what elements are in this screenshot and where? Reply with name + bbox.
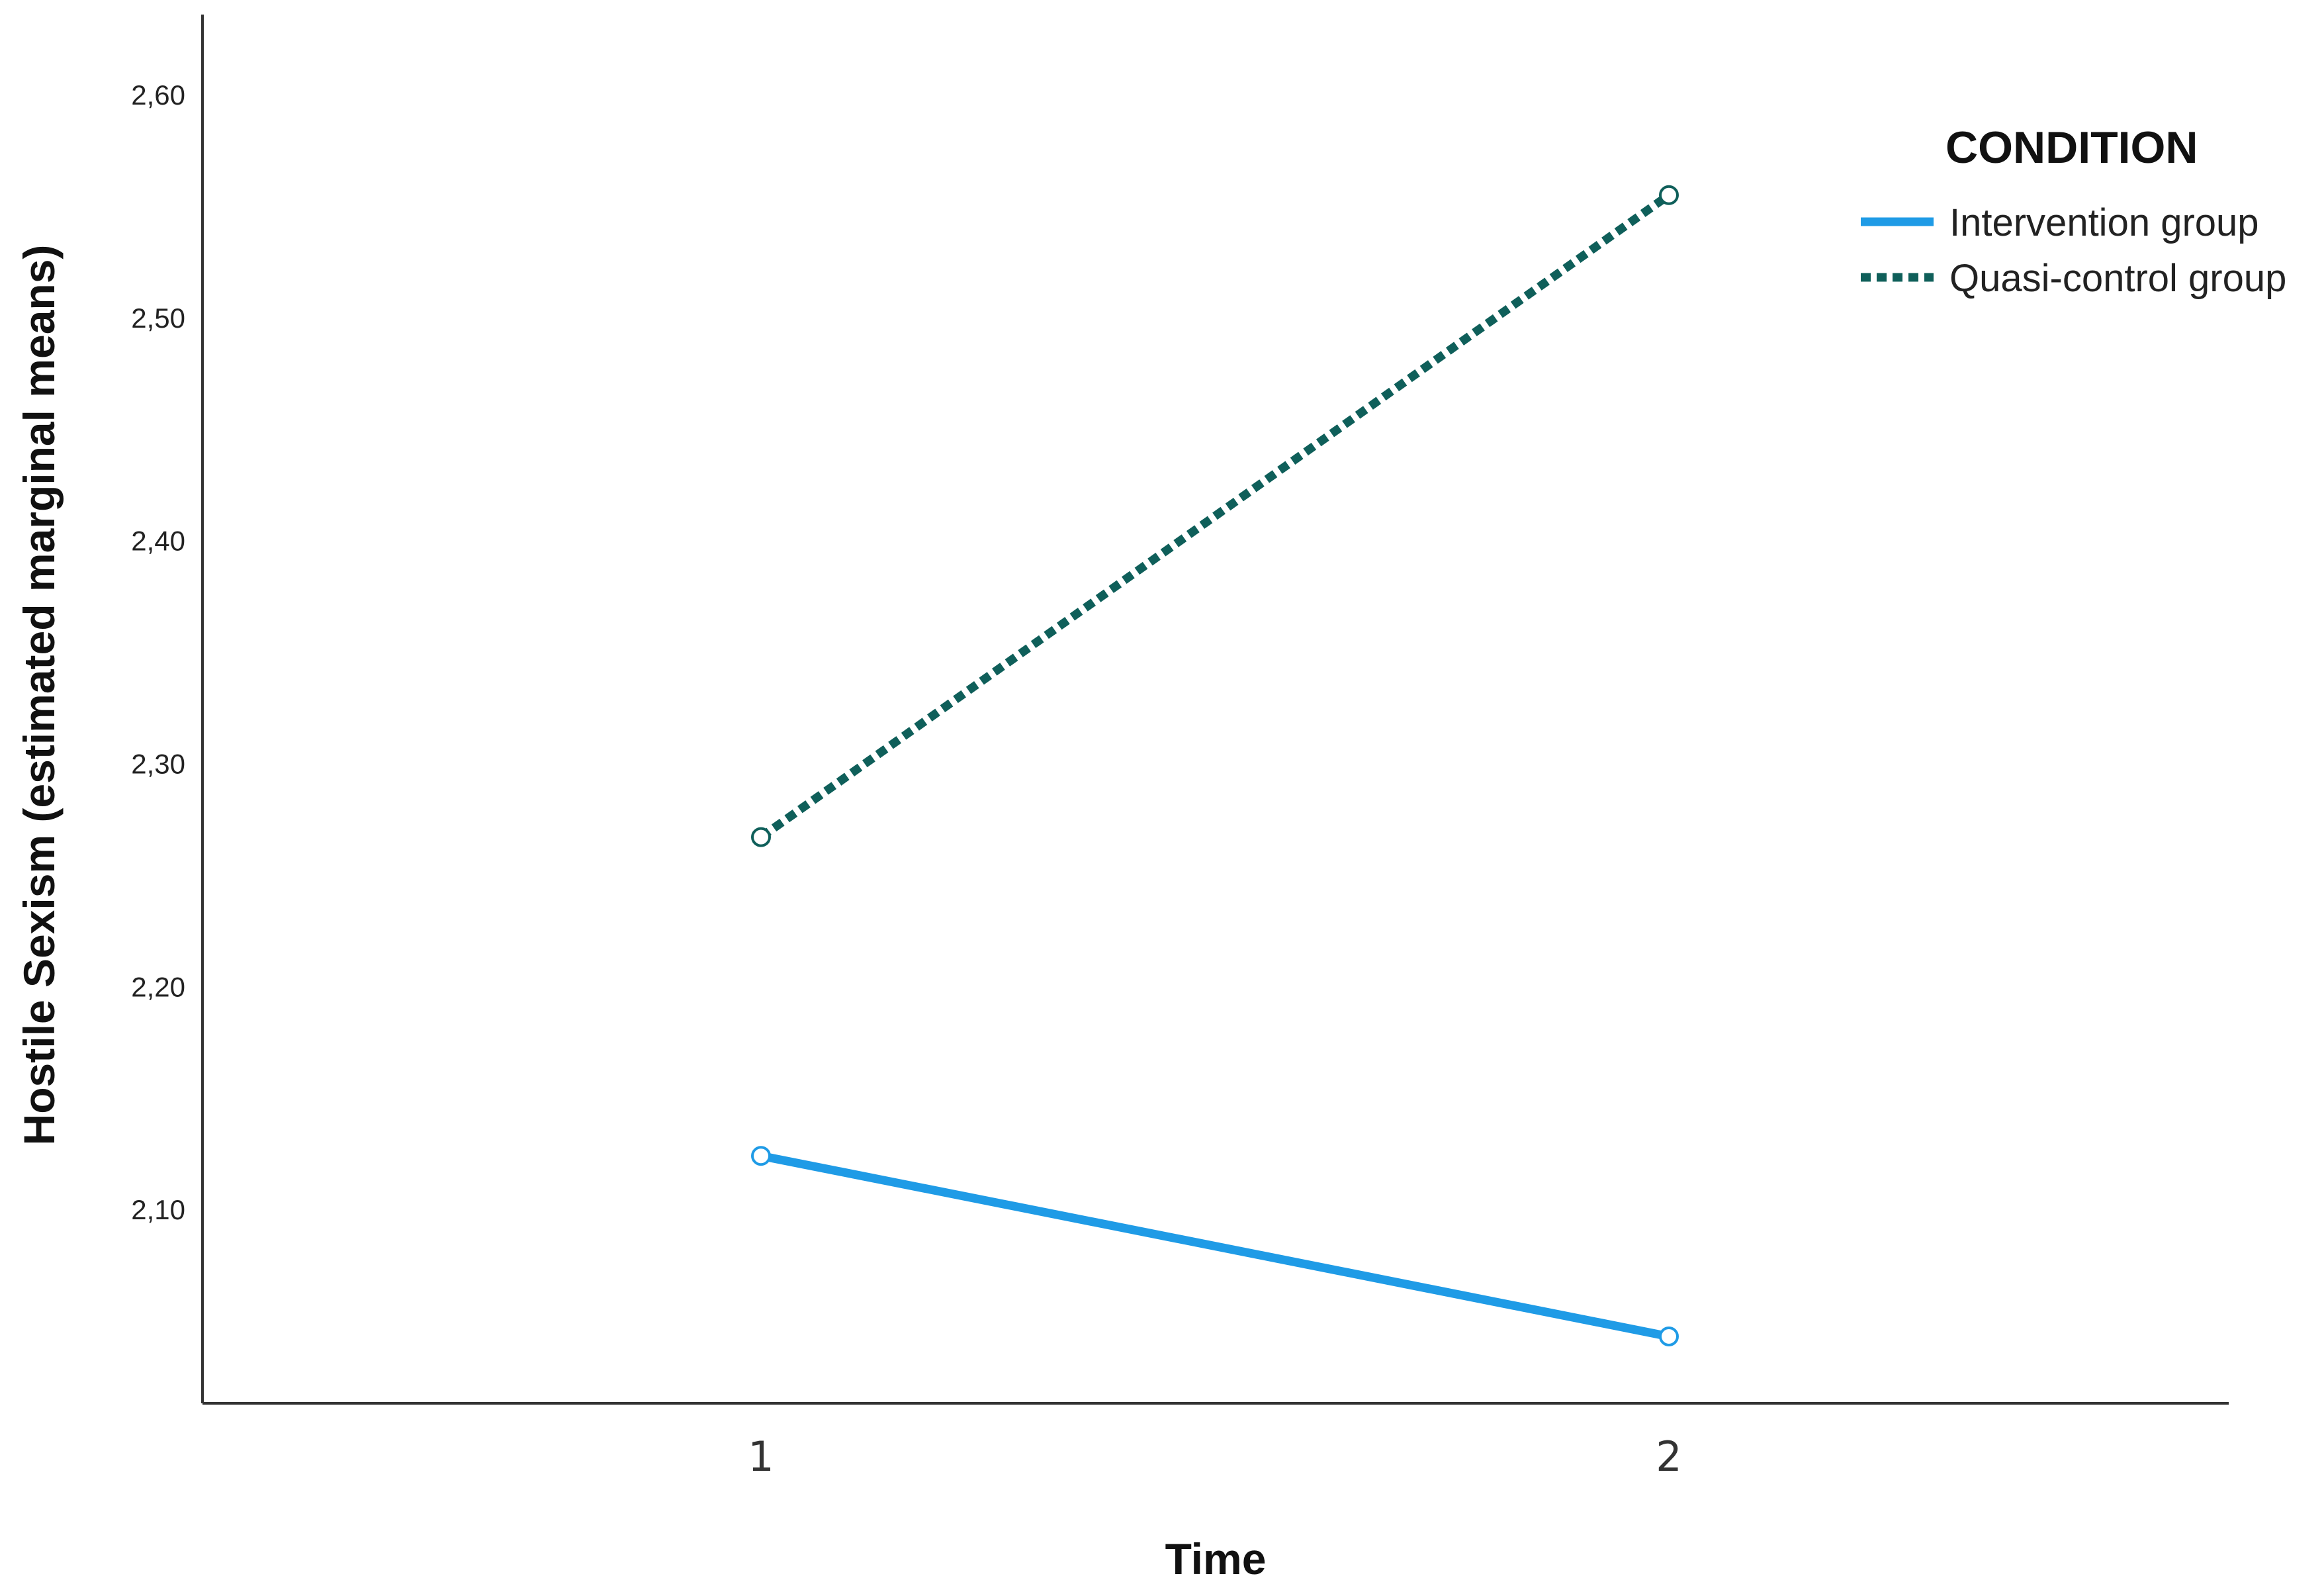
y-tick-label: 2,10: [131, 1194, 185, 1225]
legend-title: CONDITION: [1945, 122, 2198, 173]
series-line-quasi-control-group: [758, 191, 1672, 841]
series-layer: [751, 185, 1679, 1346]
y-tick-label: 2,40: [131, 526, 185, 557]
y-tick-label: 2,20: [131, 971, 185, 1002]
y-tick-label: 2,50: [131, 303, 185, 334]
data-point-quasi-control-group: [751, 827, 771, 847]
data-point-intervention-group: [751, 1146, 771, 1166]
data-point-quasi-control-group: [1659, 185, 1679, 205]
series-line-intervention-group: [760, 1151, 1670, 1341]
legend-label-intervention-group: Intervention group: [1949, 201, 2259, 244]
legend-label-quasi-control-group: Quasi-control group: [1949, 257, 2286, 300]
x-tick-label: 1: [748, 1432, 774, 1481]
x-tick-label: 2: [1656, 1432, 1681, 1481]
y-axis-title: Hostile Sexism (estimated marginal means…: [15, 245, 64, 1146]
y-tick-label: 2,30: [131, 749, 185, 780]
data-point-intervention-group: [1659, 1326, 1679, 1346]
x-axis-title: Time: [1165, 1534, 1267, 1583]
y-ticks: 2,10 2,20 2,30 2,40 2,50 2,60: [131, 79, 185, 1225]
y-tick-label: 2,60: [131, 79, 185, 111]
legend: CONDITION Intervention group Quasi-contr…: [1861, 122, 2286, 300]
